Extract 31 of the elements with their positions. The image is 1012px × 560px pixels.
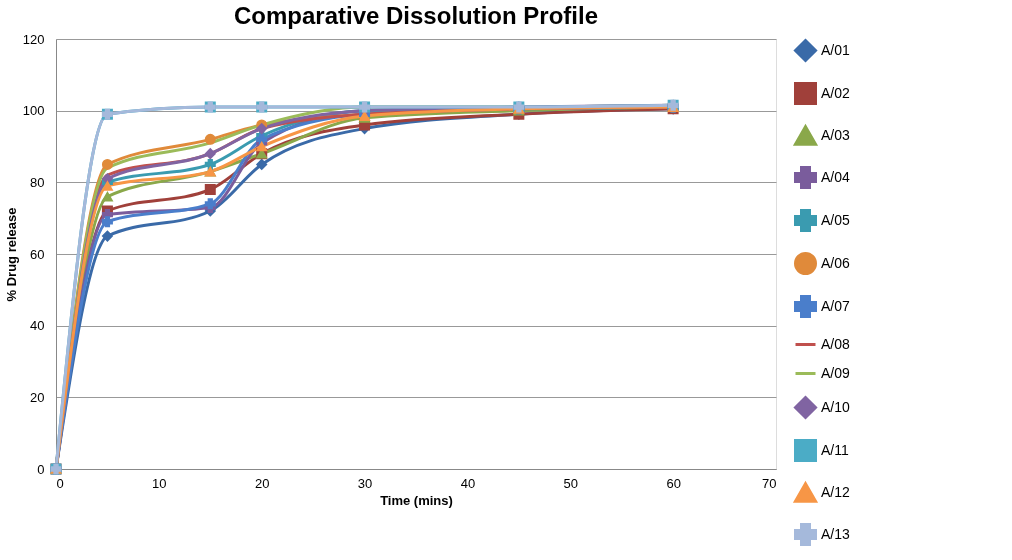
legend-label: A/10 xyxy=(821,398,851,415)
y-tick-label: 80 xyxy=(30,174,45,190)
legend-label: A/01 xyxy=(821,41,851,58)
x-axis-title: Time (mins) xyxy=(380,492,453,508)
legend-label: A/07 xyxy=(821,297,851,314)
y-tick-label: 20 xyxy=(30,389,45,405)
x-tick-label: 0 xyxy=(56,475,64,491)
x-tick-label: 60 xyxy=(666,475,681,491)
y-tick-label: 100 xyxy=(22,103,45,119)
legend-label: A/03 xyxy=(821,126,851,143)
legend-label: A/09 xyxy=(821,364,851,381)
y-tick-label: 60 xyxy=(30,246,45,262)
x-tick-label: 40 xyxy=(460,475,476,491)
legend-label: A/02 xyxy=(821,84,851,101)
legend-label: A/13 xyxy=(821,525,851,542)
x-tick-label: 50 xyxy=(563,475,579,491)
y-tick-label: 0 xyxy=(37,461,45,477)
legend-label: A/12 xyxy=(821,483,851,500)
y-tick-label: 120 xyxy=(22,31,45,47)
legend-label: A/05 xyxy=(821,211,851,228)
x-tick-label: 70 xyxy=(762,475,777,491)
chart-title: Comparative Dissolution Profile xyxy=(233,2,599,29)
y-tick-label: 40 xyxy=(30,318,45,334)
legend-label: A/06 xyxy=(821,254,851,271)
legend-label: A/08 xyxy=(821,335,851,352)
x-tick-label: 30 xyxy=(357,475,373,491)
legend-label: A/11 xyxy=(821,441,849,458)
x-tick-label: 20 xyxy=(254,475,270,491)
x-tick-label: 10 xyxy=(152,475,167,491)
y-axis-title: % Drug release xyxy=(3,207,19,302)
legend-label: A/04 xyxy=(821,168,851,185)
